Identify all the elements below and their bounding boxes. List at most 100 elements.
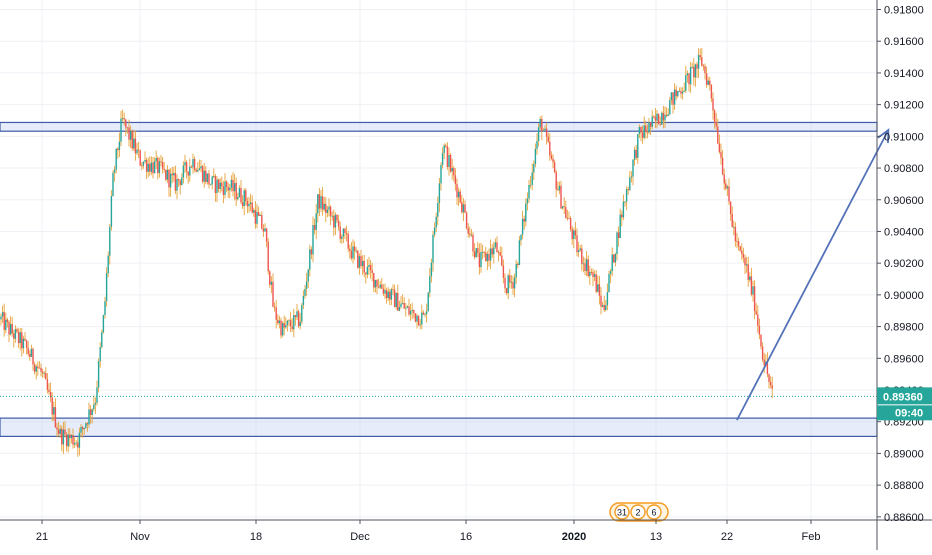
candle-body <box>441 152 444 166</box>
event-badge <box>630 504 646 520</box>
candle-body <box>425 311 428 315</box>
trend-arrow-head <box>877 128 890 144</box>
candle-body <box>683 90 685 92</box>
candle-body <box>483 251 485 253</box>
candle-body <box>504 277 506 289</box>
candle-body <box>32 348 34 365</box>
candle-body <box>616 232 618 254</box>
candle-body <box>638 126 641 134</box>
candle-body <box>581 248 583 264</box>
candle-body <box>246 201 249 207</box>
candle-body <box>245 190 247 202</box>
last-price-tag <box>877 387 932 405</box>
candle-body <box>462 204 465 213</box>
candle-body <box>753 286 756 312</box>
candle-body <box>152 162 154 174</box>
candle-body <box>763 359 765 366</box>
candle-body <box>515 263 517 278</box>
candle-body <box>733 226 735 228</box>
candle-body <box>499 252 501 256</box>
candle-body <box>179 180 181 186</box>
candle-body <box>205 170 207 182</box>
candle-body <box>579 248 581 251</box>
candle-body <box>131 130 133 149</box>
candle-body <box>113 169 116 173</box>
x-tick-label: Dec <box>350 531 370 543</box>
candle-body <box>107 255 109 274</box>
candle-body <box>563 206 565 208</box>
candle-body <box>757 314 759 326</box>
candle-body <box>208 173 210 185</box>
candle-body <box>465 212 468 228</box>
candle-body <box>224 181 226 195</box>
candle-body <box>392 289 394 291</box>
candle-body <box>622 201 625 218</box>
candle-body <box>592 272 594 277</box>
candle-body <box>617 232 620 239</box>
candle-body <box>230 179 233 188</box>
candle-body <box>144 159 146 162</box>
candle-body <box>401 302 404 304</box>
candle-body <box>227 187 229 191</box>
candle-body <box>312 225 314 255</box>
candle-body <box>27 347 29 354</box>
candle-body <box>382 288 385 294</box>
candle-body <box>206 173 209 182</box>
candle-body <box>611 254 613 272</box>
event-badge <box>646 504 662 520</box>
candle-body <box>384 290 386 294</box>
candle-body <box>349 248 351 251</box>
y-tick-label: 0.91200 <box>884 100 924 112</box>
candle-body <box>549 141 551 156</box>
candle-body <box>88 409 90 425</box>
y-tick-label: 0.89000 <box>884 448 924 460</box>
x-tick-label: 2020 <box>562 531 586 543</box>
candle-body <box>445 145 447 147</box>
candle-body <box>9 324 12 335</box>
candle-body <box>731 213 733 228</box>
candle-body <box>689 67 692 85</box>
candle-body <box>177 178 180 181</box>
candle-body <box>750 276 753 295</box>
candle-body <box>457 191 460 198</box>
candle-body <box>357 250 359 268</box>
zone-resistance <box>0 121 878 132</box>
candle-body <box>571 229 573 240</box>
x-tick-label: 18 <box>250 531 262 543</box>
candle-body <box>141 165 143 167</box>
candle-body <box>296 311 298 318</box>
candle-body <box>429 276 431 293</box>
y-tick-label: 0.90400 <box>884 226 924 238</box>
candle-body <box>286 320 289 326</box>
candle-body <box>155 157 157 162</box>
candle-body <box>454 175 457 185</box>
y-tick-label: 0.90800 <box>884 163 924 175</box>
candle-body <box>448 154 450 167</box>
candle-body <box>1 312 4 317</box>
candle-body <box>302 295 305 306</box>
candle-body <box>430 262 433 277</box>
candle-body <box>342 228 345 237</box>
candle-body <box>264 228 266 232</box>
candle-body <box>6 319 9 323</box>
candle-body <box>432 234 434 263</box>
candle-body <box>241 202 244 207</box>
candle-body <box>289 320 292 327</box>
candle-body <box>96 387 98 403</box>
candle-body <box>526 198 529 204</box>
candle-body <box>453 168 455 176</box>
candle-body <box>198 168 201 171</box>
candle-body <box>545 128 548 137</box>
y-tick-label: 0.88600 <box>884 512 924 524</box>
candle-body <box>637 133 639 158</box>
candle-body <box>603 304 605 311</box>
candle-body <box>608 274 610 293</box>
candle-body <box>128 127 130 140</box>
candle-body <box>139 150 141 166</box>
candle-body <box>659 123 661 125</box>
candle-body <box>166 169 169 180</box>
candle-body <box>574 230 577 236</box>
candle-body <box>201 166 204 182</box>
